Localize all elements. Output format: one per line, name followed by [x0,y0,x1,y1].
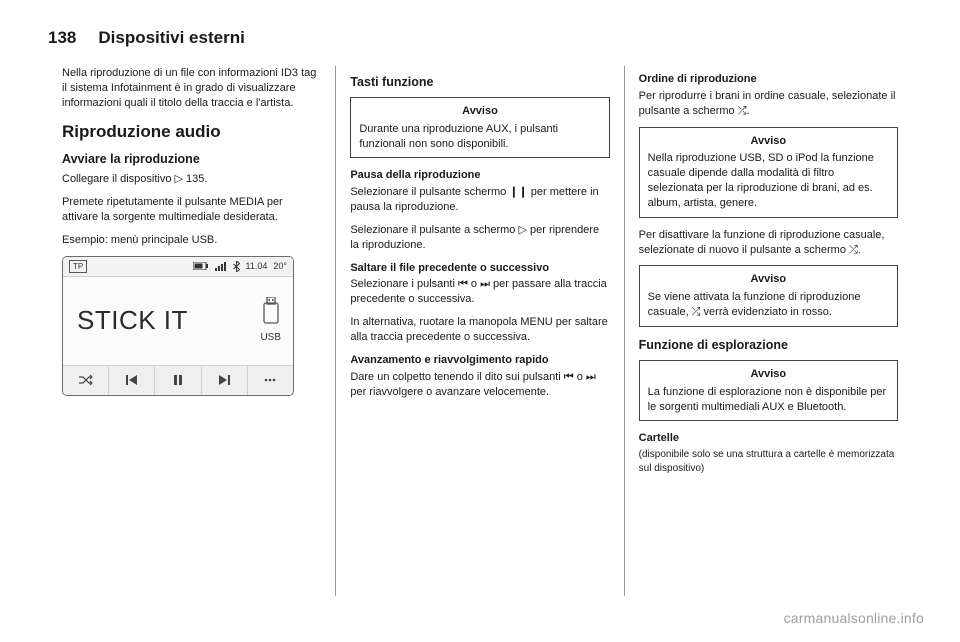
usb-icon [261,297,281,330]
source-indicator: USB [260,297,281,345]
notice-title: Avviso [648,367,889,382]
track-title: STICK IT [77,303,188,338]
pause-text-1: Selezionare il pulsante schermo ❙❙ per m… [350,185,609,215]
column-1: Nella riproduzione di un file con inform… [48,66,335,596]
heading-order: Ordine di riproduzione [639,72,898,87]
column-3: Ordine di riproduzione Per riprodurre i … [624,66,912,596]
next-button[interactable] [202,366,248,395]
heading-folders: Cartelle [639,431,898,446]
notice-title: Avviso [359,104,600,119]
prev-button[interactable] [109,366,155,395]
order-text-2: Per disattivare la funzione di riproduzi… [639,228,898,258]
heading-ff: Avanzamento e riavvolgimento rapido [350,353,609,368]
battery-icon [193,262,209,270]
notice-body: La funzione di esplorazione non è dispon… [648,385,889,415]
more-button[interactable] [248,366,293,395]
screen-controls [63,365,293,395]
status-time: 11.04 [246,260,268,272]
notice-body: Nella riproduzione USB, SD o iPod la fun… [648,151,889,210]
heading-browse: Funzione di esplorazione [639,337,898,354]
notice-browse-availability: Avviso La funzione di esplorazione non è… [639,360,898,422]
signal-icon [215,262,227,271]
heading-tasti-funzione: Tasti funzione [350,74,609,91]
tp-indicator: TP [69,260,87,273]
manual-page: 138 Dispositivi esterni Nella riproduzio… [0,0,960,642]
heading-riproduzione-audio: Riproduzione audio [62,121,321,144]
press-media-text: Premete ripetutamente il pulsante MEDIA … [62,195,321,225]
notice-random-red: Avviso Se viene attivata la funzione di … [639,265,898,327]
skip-text-1: Selezionare i pulsanti ⏮ o ⏭ per passare… [350,277,609,307]
status-bar: TP 11.04 20° [63,257,293,277]
notice-title: Avviso [648,272,889,287]
shuffle-button[interactable] [63,366,109,395]
example-text: Esempio: menù principale USB. [62,233,321,248]
source-label: USB [260,331,281,345]
status-temp: 20° [273,260,287,272]
heading-pausa: Pausa della riproduzione [350,168,609,183]
ff-text: Dare un colpetto tenendo il dito sui pul… [350,370,609,400]
id3-intro-text: Nella riproduzione di un file con inform… [62,66,321,111]
notice-body: Se viene attivata la funzione di riprodu… [648,290,889,320]
heading-skip: Saltare il file precedente o successivo [350,261,609,276]
skip-text-2: In alternativa, ruotare la manopola MENU… [350,315,609,345]
pause-text-2: Selezionare il pulsante a schermo ▷ per … [350,223,609,253]
notice-title: Avviso [648,134,889,149]
screen-main: STICK IT USB [63,277,293,365]
column-2: Tasti funzione Avviso Durante una riprod… [335,66,623,596]
watermark: carmanualsonline.info [784,610,924,626]
folders-note: (disponibile solo se una struttura a car… [639,448,898,475]
page-number: 138 [48,28,76,48]
order-text-1: Per riprodurre i brani in ordine casuale… [639,89,898,119]
page-header: 138 Dispositivi esterni [48,28,912,48]
notice-body: Durante una riproduzione AUX, i pulsanti… [359,122,600,152]
infotainment-screenshot: TP 11.04 20° STICK IT [62,256,294,396]
bluetooth-icon [233,261,240,272]
connect-device-text: Collegare il dispositivo ▷ 135. [62,172,321,187]
content-columns: Nella riproduzione di un file con inform… [48,66,912,596]
heading-avviare: Avviare la riproduzione [62,151,321,168]
notice-aux: Avviso Durante una riproduzione AUX, i p… [350,97,609,159]
chapter-title: Dispositivi esterni [98,28,244,48]
notice-random-filter: Avviso Nella riproduzione USB, SD o iPod… [639,127,898,218]
pause-button[interactable] [155,366,201,395]
